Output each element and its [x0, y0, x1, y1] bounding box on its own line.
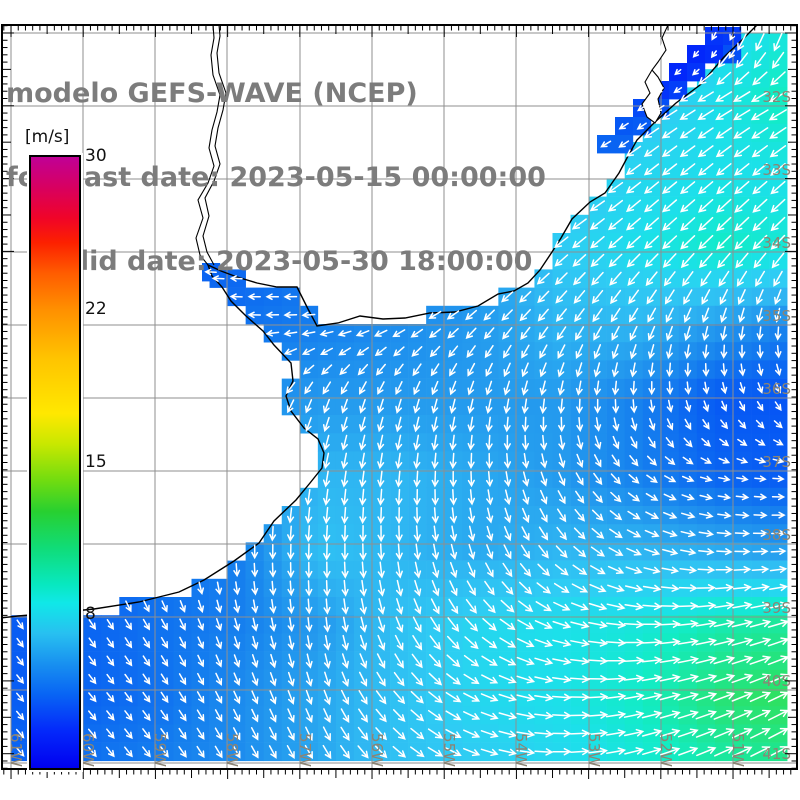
- colorbar-tick-22: 22: [85, 298, 107, 319]
- lon-label: 52W: [657, 733, 675, 767]
- map-frame: [1, 24, 798, 770]
- coastline-path: [2, 25, 758, 619]
- colorbar-tick-8: 8: [85, 604, 96, 625]
- lon-label: 56W: [368, 733, 386, 767]
- lon-label: 51W: [729, 733, 747, 767]
- lon-label: 61W: [7, 733, 25, 767]
- lat-label: 38S: [762, 526, 791, 544]
- lon-label: 53W: [585, 733, 603, 767]
- lat-label: 33S: [762, 161, 791, 179]
- lat-label: 40S: [762, 672, 791, 690]
- forecast-date: forecast date: 2023-05-15 00:00:00: [6, 162, 546, 193]
- colorbar-unit-label: [m/s]: [25, 127, 70, 147]
- model-title: modelo GEFS-WAVE (NCEP): [6, 78, 418, 109]
- lon-label: 60W: [79, 733, 97, 767]
- lon-label: 54W: [512, 733, 530, 767]
- uruguay-river-west-bank: [195, 25, 221, 266]
- lat-label: 36S: [762, 380, 791, 398]
- plot-title-block: modelo GEFS-WAVE (NCEP) forecast date: 2…: [6, 24, 546, 332]
- plot-area: [2, 25, 797, 769]
- axis-labels: 32S 33S 34S 35S 36S 37S 38S 39S 40S 41S 61W 60W 59W 5…: [7, 88, 791, 767]
- lat-label: 35S: [762, 307, 791, 325]
- lon-label: 58W: [223, 733, 241, 767]
- lat-label: 37S: [762, 453, 791, 471]
- lon-label: 59W: [151, 733, 169, 767]
- lat-label: 41S: [762, 745, 791, 763]
- valid-date: valid date: 2023-05-30 18:00:00: [44, 246, 533, 277]
- colorbar-tick-15: 15: [85, 451, 107, 472]
- uruguay-river-east-bank: [202, 25, 227, 266]
- colorbar: [27, 153, 83, 772]
- lon-label: 55W: [440, 733, 458, 767]
- lat-label: 32S: [762, 88, 791, 106]
- lat-label: 34S: [762, 234, 791, 252]
- colorbar-tick-30: 30: [85, 146, 107, 166]
- wind-arrows: [15, 31, 790, 760]
- lon-label: 57W: [296, 733, 314, 767]
- lat-label: 39S: [762, 599, 791, 617]
